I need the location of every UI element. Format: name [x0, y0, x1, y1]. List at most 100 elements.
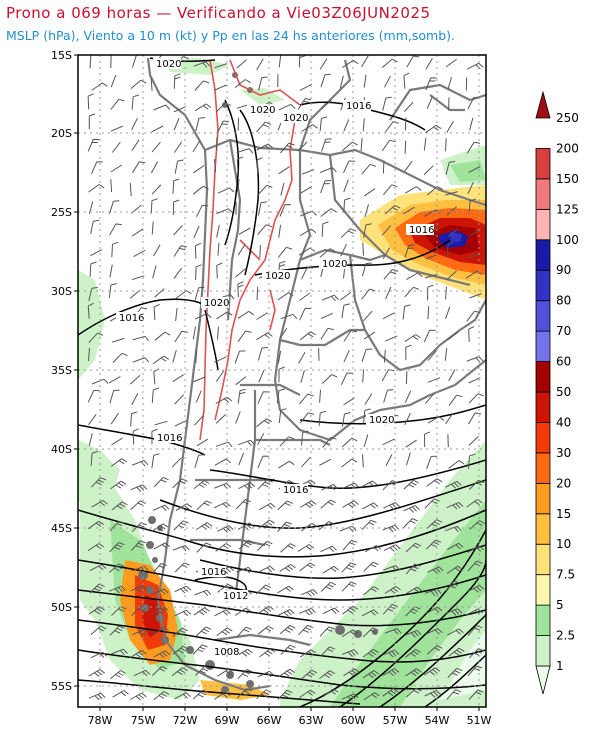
wind-barb — [277, 246, 293, 258]
wind-barb — [339, 75, 344, 89]
map-subtitle: MSLP (hPa), Viento a 10 m (kt) y Pp en l… — [6, 28, 455, 43]
wind-barb — [151, 588, 169, 596]
wind-barb — [172, 478, 188, 489]
wind-barb — [384, 628, 402, 635]
legend-swatch — [535, 239, 551, 271]
wind-barb — [256, 157, 263, 174]
wind-barb — [88, 606, 105, 615]
wind-barb — [235, 411, 241, 424]
wind-barb — [404, 160, 413, 172]
wind-barb — [91, 161, 103, 174]
wind-barb — [276, 388, 285, 404]
wind-barb — [320, 545, 337, 553]
wind-barb — [321, 483, 338, 491]
wind-barb — [109, 200, 120, 214]
legend-label: 60 — [556, 355, 571, 369]
wind-barb — [194, 454, 205, 468]
wind-barb — [341, 562, 357, 573]
lon-label: 69W — [215, 714, 240, 727]
wind-barb — [448, 647, 465, 657]
wind-barb — [319, 458, 332, 466]
wind-barb — [213, 501, 231, 509]
wind-barb — [194, 103, 212, 112]
wind-barb — [131, 565, 149, 574]
wind-barb — [237, 179, 240, 193]
wind-barb — [427, 284, 434, 301]
wind-barb — [383, 565, 400, 572]
wind-barb — [130, 79, 147, 89]
wind-barb — [133, 249, 146, 258]
wind-barb — [256, 418, 273, 428]
lat-label: 15S — [51, 49, 72, 62]
wind-barb — [466, 62, 484, 70]
wind-barb — [152, 355, 170, 365]
wind-barb — [153, 477, 169, 488]
wind-barb — [447, 331, 459, 341]
wind-barb — [319, 248, 336, 258]
wind-barb — [90, 219, 100, 235]
wind-barb — [172, 178, 180, 194]
legend-swatch — [535, 90, 551, 119]
wind-barb — [87, 93, 94, 110]
wind-barb — [402, 518, 418, 529]
wind-barb — [91, 477, 107, 488]
wind-barb — [301, 669, 318, 679]
wind-barb — [175, 308, 178, 322]
wind-barb — [423, 667, 441, 676]
wind-barb — [445, 580, 460, 592]
wind-barb — [362, 648, 379, 658]
wind-barb — [426, 96, 433, 109]
wind-barb — [174, 585, 192, 594]
lat-label: 30S — [51, 285, 72, 298]
wind-barb — [384, 204, 401, 215]
wind-barb — [192, 689, 209, 700]
precip-legend: 1 2.5 5 7.5 10 15 20 30 40 50 60 70 80 90 100 125 150 200… — [535, 90, 579, 695]
wind-barb — [278, 366, 285, 383]
wind-barb — [382, 603, 398, 615]
wind-barb — [404, 244, 415, 259]
wind-barb — [321, 99, 332, 109]
wind-barb — [425, 57, 433, 70]
wind-barb — [322, 688, 339, 698]
wind-barb — [381, 139, 396, 152]
wind-barb — [406, 687, 422, 698]
wind-barb — [403, 479, 419, 490]
wind-barb — [192, 644, 208, 655]
wind-barb — [151, 666, 168, 676]
wind-barb — [235, 499, 251, 510]
wind-barb — [257, 224, 273, 235]
lon-label: 78W — [88, 714, 113, 727]
wind-barb — [445, 286, 447, 300]
legend-swatch — [535, 422, 551, 454]
wind-barb — [299, 393, 314, 405]
wind-barb — [132, 335, 150, 342]
wind-barb — [360, 137, 363, 152]
wind-barb — [175, 503, 192, 512]
wind-barb — [87, 302, 94, 319]
legend-label: 40 — [556, 415, 571, 429]
wind-barb — [278, 55, 282, 68]
wind-barb — [343, 197, 351, 214]
wind-barb — [196, 522, 213, 531]
legend-label: 2.5 — [556, 629, 575, 643]
wind-barb — [238, 482, 256, 490]
lat-label: 25S — [51, 206, 72, 219]
legend-label: 7.5 — [556, 568, 575, 582]
wind-barb — [278, 668, 295, 678]
wind-barb — [217, 187, 235, 194]
wind-barb — [91, 82, 108, 91]
wind-barb — [301, 430, 309, 446]
wind-barb — [90, 450, 99, 467]
wind-barb — [234, 79, 251, 88]
wind-barb — [152, 626, 169, 636]
wind-barb — [468, 412, 482, 425]
wind-barb — [405, 648, 422, 658]
wind-barb — [278, 224, 282, 238]
wind-barb — [256, 312, 268, 320]
wind-barb — [468, 689, 484, 700]
legend-label: 125 — [556, 202, 579, 216]
wind-barb — [108, 283, 117, 298]
wind-barb — [362, 118, 365, 132]
wind-barb — [150, 198, 158, 214]
wind-barb — [194, 242, 202, 259]
